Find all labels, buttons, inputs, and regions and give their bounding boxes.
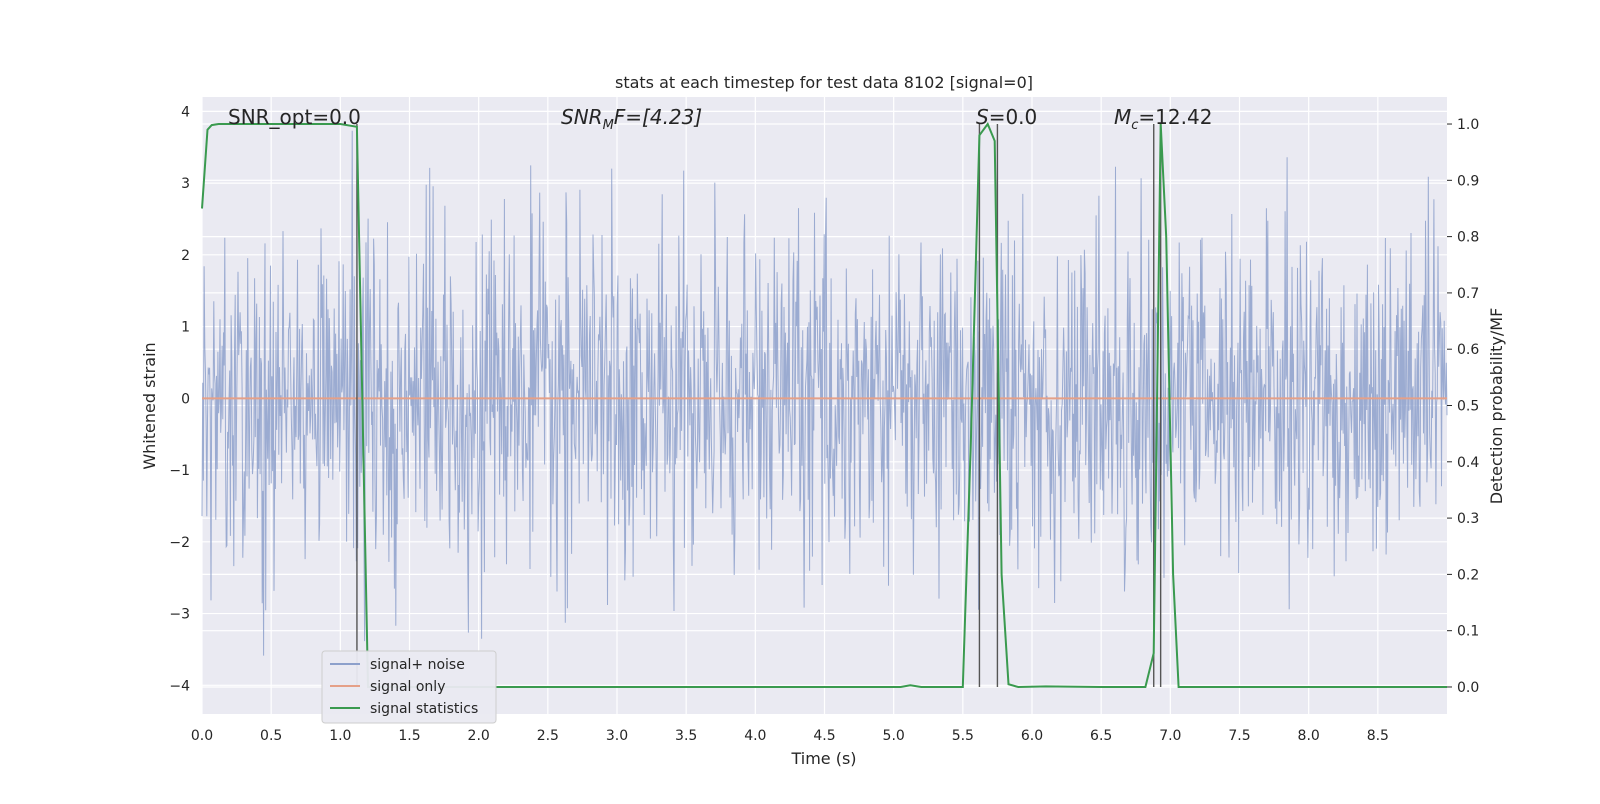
right-y-tick-label: 0.1 [1457,624,1479,640]
legend-label-signal-statistics: signal statistics [370,701,478,717]
x-tick-label: 4.0 [744,728,766,744]
x-tick-label: 5.0 [883,728,905,744]
x-tick-label: 7.5 [1228,728,1250,744]
y-tick-label: 4 [181,104,190,120]
right-y-tick-label: 0.6 [1457,342,1479,358]
x-tick-label: 5.5 [952,728,974,744]
y-tick-label: 2 [181,248,190,264]
y-tick-label: −2 [169,535,190,551]
right-y-tick-label: 0.2 [1457,567,1479,583]
x-tick-label: 2.5 [537,728,559,744]
x-tick-label: 6.0 [1021,728,1043,744]
x-tick-label: 0.5 [260,728,282,744]
annotation-snr-opt: SNR_opt=0.0 [228,105,361,129]
y-axis-label: Whitened strain [140,342,159,469]
right-y-tick-label: 0.7 [1457,286,1479,302]
annotation-mc: Mc=12.42 [1114,105,1212,133]
signal-statistics-series [201,121,1447,689]
x-tick-label: 3.5 [675,728,697,744]
y-axis-ticks: −4 −3 −2 −1 0 1 2 3 4 [169,104,190,694]
x-tick-label: 2.0 [468,728,490,744]
x-tick-label: 7.0 [1159,728,1181,744]
noise-series [201,130,1448,656]
x-tick-label: 0.0 [191,728,213,744]
right-y-tick-label: 0.9 [1457,173,1479,189]
right-y-tick-label: 0.0 [1457,680,1479,696]
right-y-tick-label: 0.3 [1457,511,1479,527]
x-tick-label: 8.0 [1298,728,1320,744]
statistics-line [201,121,1447,689]
x-tick-label: 8.5 [1367,728,1389,744]
annotation-s: S=0.0 [976,105,1037,129]
legend-box [321,650,497,724]
x-tick-label: 4.5 [813,728,835,744]
noise-line [201,130,1448,656]
y-tick-label: −3 [169,607,190,623]
y-tick-label: −4 [169,678,190,694]
right-y-tick-label: 1.0 [1457,117,1479,133]
right-y-tick-label: 0.8 [1457,230,1479,246]
right-y-tick-label: 0.4 [1457,455,1479,471]
x-tick-label: 3.0 [606,728,628,744]
right-y-axis-label: Detection probability/MF [1487,308,1506,505]
y-tick-label: 3 [181,176,190,192]
legend-label-signal-only: signal only [370,679,445,695]
right-y-axis-ticks: 0.0 0.1 0.2 0.3 0.4 0.5 0.6 0.7 0.8 0.9 1.0 [1447,117,1479,696]
y-tick-label: 0 [181,391,190,407]
x-tick-label: 1.0 [329,728,351,744]
chart-title: stats at each timestep for test data 810… [615,73,1033,92]
y-tick-label: 1 [181,320,190,336]
right-y-tick-label: 0.5 [1457,399,1479,415]
legend-label-signal-noise: signal+ noise [370,657,465,673]
x-tick-label: 1.5 [398,728,420,744]
x-axis-label: Time (s) [790,749,856,768]
y-tick-label: −1 [169,463,190,479]
annotation-snr-mf: SNRMF=[4.23] [561,105,702,133]
legend: signal+ noise signal only signal statist… [321,650,497,724]
x-axis-ticks: 0.0 0.5 1.0 1.5 2.0 2.5 3.0 3.5 4.0 4.5 5.0 5.5 6.0 6… [191,728,1389,744]
x-tick-label: 6.5 [1090,728,1112,744]
